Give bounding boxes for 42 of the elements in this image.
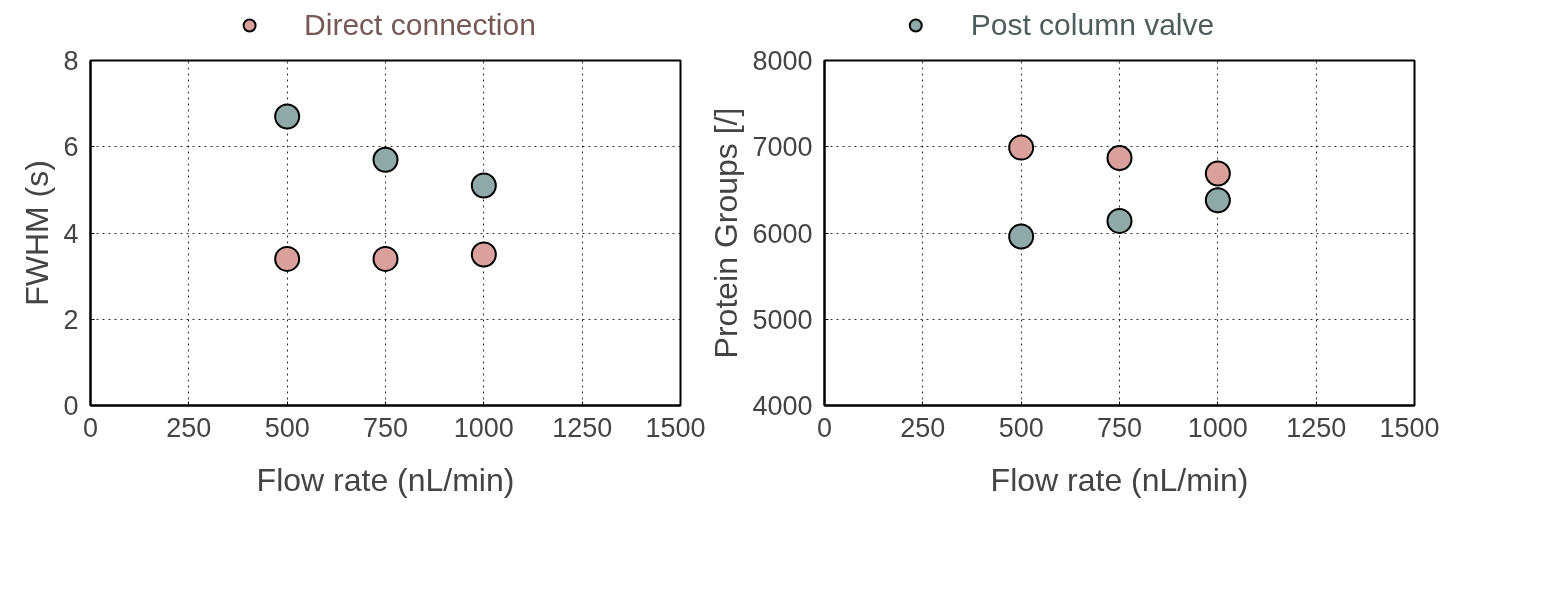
- point: [1106, 207, 1133, 234]
- legend-label: Post column valve: [970, 8, 1215, 42]
- x-axis-title: Flow rate (nL/min): [256, 461, 515, 498]
- x-tick-label: 1000: [1187, 412, 1248, 443]
- point: [1008, 223, 1035, 250]
- x-tick-label: 1500: [645, 412, 706, 443]
- x-tick-label: 500: [264, 412, 310, 443]
- y-tick-label: 7000: [752, 132, 813, 163]
- point: [274, 245, 301, 272]
- y-tick-label: 6000: [752, 218, 813, 249]
- x-tick-label: 750: [1096, 412, 1143, 443]
- x-tick-label: 750: [362, 412, 409, 443]
- y-tick-label: 4: [63, 218, 79, 249]
- y-axis-title: Protein Groups [/]: [708, 107, 745, 359]
- point: [470, 241, 497, 268]
- point: [372, 146, 399, 173]
- x-tick-label: 250: [900, 412, 946, 443]
- point: [470, 172, 497, 199]
- legend-label: Direct connection: [304, 8, 536, 42]
- point: [1204, 160, 1231, 187]
- y-tick-label: 2: [63, 304, 79, 335]
- point: [1008, 134, 1035, 161]
- x-tick-label: 1250: [1286, 412, 1347, 443]
- x-axis-title: Flow rate (nL/min): [990, 461, 1249, 498]
- x-tick-label: 0: [82, 412, 99, 443]
- point: [1106, 144, 1133, 171]
- point: [274, 103, 301, 130]
- point: [1204, 187, 1231, 214]
- x-tick-label: 1500: [1379, 412, 1440, 443]
- y-tick-label: 8: [63, 46, 79, 76]
- point: [372, 245, 399, 272]
- y-axis-title: FWHM (s): [19, 160, 56, 306]
- y-tick-label: 0: [63, 391, 79, 421]
- x-tick-label: 0: [816, 412, 833, 443]
- x-tick-label: 1000: [453, 412, 514, 443]
- y-tick-label: 5000: [752, 304, 813, 335]
- y-tick-label: 6: [63, 132, 79, 163]
- y-tick-label: 8000: [752, 46, 813, 76]
- x-tick-label: 500: [998, 412, 1044, 443]
- x-tick-label: 1250: [552, 412, 613, 443]
- y-tick-label: 4000: [752, 391, 813, 421]
- x-tick-label: 250: [166, 412, 212, 443]
